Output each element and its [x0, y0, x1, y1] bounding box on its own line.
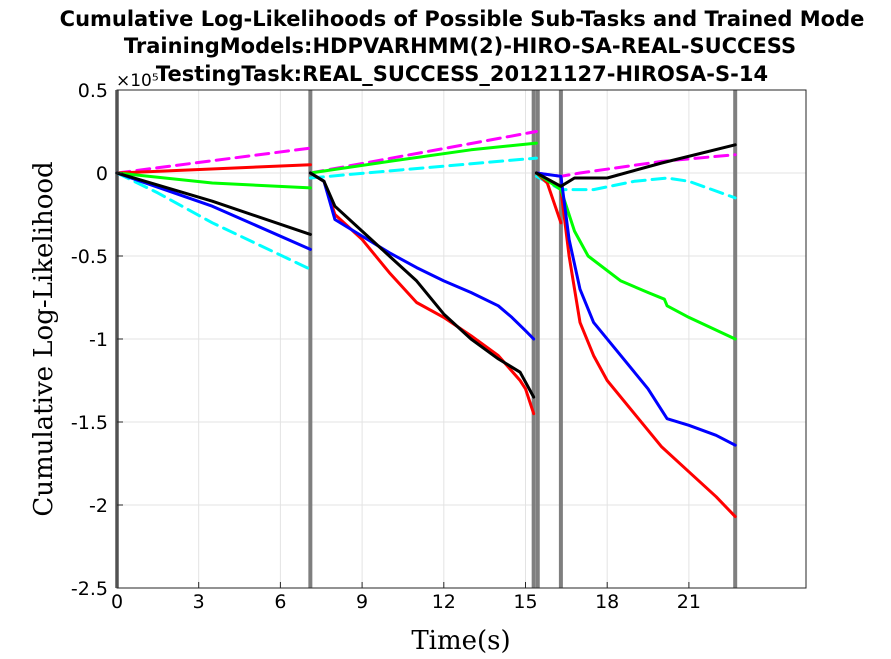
grid-layer — [116, 89, 806, 589]
y-tick-label: 0 — [96, 163, 108, 185]
x-tick-label: 18 — [595, 591, 619, 613]
y-exponent-label: ×10⁵ — [116, 71, 159, 91]
y-tick-label: -0.5 — [71, 246, 108, 268]
series-1-segment-1 — [308, 156, 538, 180]
x-tick-label: 15 — [513, 591, 537, 613]
y-tick-label: 0.5 — [78, 80, 108, 102]
x-tick-label: 9 — [356, 591, 368, 613]
series-4-segment-0 — [115, 171, 312, 251]
y-tick-label: -1.5 — [71, 412, 108, 434]
series-1-segment-2 — [534, 174, 737, 200]
series-4-segment-1 — [308, 171, 536, 341]
x-tick-label: 6 — [274, 591, 286, 613]
y-ticks: -2.5 -2 -1.5 -1 -0.5 0 0.5 — [71, 80, 123, 600]
series-0-segment-2 — [534, 153, 737, 178]
chart-title-line-1: Cumulative Log-Likelihoods of Possible S… — [60, 7, 865, 31]
x-tick-label: 0 — [111, 591, 123, 613]
x-tick-label: 21 — [677, 591, 701, 613]
series-5-segment-2 — [534, 143, 737, 188]
series-0-segment-1 — [308, 130, 538, 175]
y-tick-label: -1 — [89, 329, 108, 351]
series-5-segment-0 — [115, 171, 312, 236]
series-4-segment-2 — [534, 171, 737, 447]
y-tick-label: -2 — [89, 495, 108, 517]
series-3-segment-0 — [115, 171, 312, 190]
chart-title-line-2: TrainingModels:HDPVARHMM(2)-HIRO-SA-REAL… — [124, 34, 796, 58]
series-3-segment-1 — [308, 141, 538, 175]
x-ticks: 0 3 6 9 12 15 18 21 — [111, 582, 701, 613]
x-tick-label: 12 — [432, 591, 456, 613]
series-layer — [115, 130, 737, 519]
x-tick-label: 3 — [193, 591, 205, 613]
x-axis-label: Time(s) — [411, 626, 510, 656]
y-axis-label: Cumulative Log-Likelihood — [29, 161, 59, 516]
series-2-segment-0 — [115, 163, 312, 175]
series-1-segment-0 — [115, 171, 312, 271]
series-2-segment-1 — [308, 171, 536, 416]
series-0-segment-0 — [115, 146, 312, 175]
series-5-segment-1 — [308, 171, 536, 399]
y-tick-label: -2.5 — [71, 578, 108, 600]
chart-title-line-3: TestingTask:REAL_SUCCESS_20121127-HIROSA… — [156, 62, 768, 86]
series-3-segment-2 — [534, 171, 737, 341]
series-2-segment-3 — [559, 188, 737, 519]
